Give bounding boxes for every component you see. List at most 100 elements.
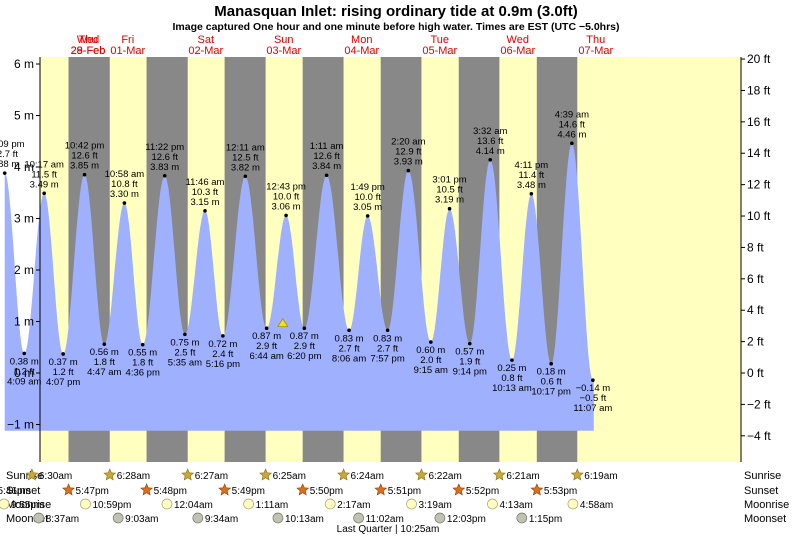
high-tide-ft: 10.0 ft <box>354 192 381 203</box>
day-headers: Wed28-FebThu29-FebFri01-MarSat02-MarSun0… <box>71 34 614 57</box>
right-tick-label: 12 ft <box>747 178 771 192</box>
low-tide-m: 0.56 m <box>90 347 119 358</box>
sunset-time: 5:52pm <box>466 486 499 497</box>
sunrise-icon <box>103 468 117 481</box>
high-tide-time: 11:22 pm <box>145 142 184 153</box>
high-tide-time: 12:43 pm <box>266 181 306 192</box>
high-tide-ft: 10.0 ft <box>273 191 300 202</box>
low-tide-ft: 1.9 ft <box>459 357 480 368</box>
high-tide-point <box>365 214 370 218</box>
moonset-time: 8:37am <box>46 514 79 525</box>
row-label-left-moonrise: Moonrise <box>6 499 51 511</box>
low-tide-time: 4:07 pm <box>46 377 80 388</box>
plot-frame <box>39 57 742 462</box>
low-tide-time: 10:13 am <box>492 383 532 394</box>
right-axis-feet: 20 ft 18 ft 16 ft 14 ft 12 ft 10 ft 8 ft 6 ft 4 … <box>741 52 771 443</box>
sunrise-icon <box>337 468 351 481</box>
high-tide-ft: 10.3 ft <box>192 187 219 198</box>
high-tide-m: 3.48 m <box>517 180 546 191</box>
high-tide-time: 4:39 am <box>555 109 589 120</box>
sunrise-time: 6:27am <box>195 471 228 482</box>
sunrise-icon <box>181 468 195 481</box>
low-tide-time: 9:15 am <box>414 365 448 376</box>
sunrise-time: 6:22am <box>428 471 461 482</box>
high-tide-m: 3.84 m <box>312 161 341 172</box>
high-tide-ft: 12.6 ft <box>71 151 98 162</box>
moonset-icon <box>192 512 204 524</box>
left-tick-label: 3 m <box>14 212 34 226</box>
sunset-time: 5:47pm <box>76 486 109 497</box>
low-tide-ft: 2.0 ft <box>420 355 441 366</box>
low-tide-time: 8:06 am <box>332 353 366 364</box>
sunrise-icon <box>492 468 506 481</box>
low-tide-m: 0.25 m <box>497 363 526 374</box>
day-name: Wed <box>77 34 99 46</box>
low-tide-m: 0.83 m <box>373 333 402 344</box>
moonset-time: 9:03am <box>125 514 158 525</box>
low-tide-point <box>140 342 145 347</box>
high-tide-m: 3.49 m <box>30 179 59 190</box>
high-tide-point <box>570 141 574 146</box>
low-tide-time: 9:14 pm <box>453 367 487 378</box>
high-tide-point <box>42 191 46 196</box>
high-tide-point <box>529 191 534 196</box>
row-label-right-sunset: Sunset <box>744 485 778 497</box>
high-tide-time: 1:11 am <box>310 141 344 152</box>
high-tide-time: 12:11 am <box>226 142 265 153</box>
high-tide-point <box>324 173 329 178</box>
high-tide-time: 2:20 am <box>391 137 425 148</box>
sunrise-time: 6:19am <box>584 471 617 482</box>
right-tick-label: 0 ft <box>747 366 764 380</box>
high-tide-time: 11:46 am <box>186 177 225 188</box>
low-tide-ft: 2.4 ft <box>212 349 233 360</box>
low-tide-point <box>591 378 595 383</box>
row-label-right-moonset: Moonset <box>744 513 786 525</box>
left-tick-label: 1 m <box>14 315 34 329</box>
moonrise-time: 4:13am <box>499 500 532 511</box>
low-tide-point <box>302 326 307 330</box>
low-tide-m: 0.37 m <box>49 357 78 368</box>
high-tide-ft: 10.5 ft <box>436 185 463 196</box>
right-tick-label: 20 ft <box>747 52 771 66</box>
right-tick-label: 4 ft <box>747 303 764 317</box>
high-tide-ft: 12.9 ft <box>395 147 422 158</box>
low-tide-point <box>61 352 65 356</box>
sun-moon-rows: Sunrise Sunrise Sunset Sunset Moonrise Moonri… <box>0 468 789 525</box>
row-label-right-sunrise: Sunrise <box>744 470 781 482</box>
left-tick-label: 6 m <box>14 57 34 71</box>
high-tide-m: 4.14 m <box>476 146 505 157</box>
sunset-time: 5:46pm <box>0 486 31 497</box>
high-tide-m: 3.85 m <box>70 161 99 172</box>
moonrise-time: 1:11am <box>256 500 289 511</box>
sunset-icon <box>140 483 154 496</box>
low-tide-m: 0.60 m <box>416 345 445 356</box>
sunrise-time: 6:21am <box>506 471 539 482</box>
day-name: Sun <box>274 34 294 46</box>
high-tide-time: 10:42 pm <box>65 141 105 152</box>
tide-area <box>4 143 594 431</box>
high-tide-time: 3:01 pm <box>432 175 466 186</box>
low-tide-m: 0.57 m <box>455 347 484 358</box>
sunset-time: 5:50pm <box>310 486 343 497</box>
sunrise-time: 6:24am <box>351 471 384 482</box>
moonrise-time: 3:19am <box>419 500 452 511</box>
low-tide-ft: 2.9 ft <box>256 341 277 352</box>
day-date: 01-Mar <box>110 45 145 57</box>
sunset-icon <box>62 483 76 496</box>
row-label-left-sunrise: Sunrise <box>6 470 43 482</box>
moonrise-time: 2:17am <box>337 500 370 511</box>
low-tide-ft: 1.2 ft <box>53 367 74 378</box>
low-tide-time: 5:16 pm <box>206 359 240 370</box>
right-tick-label: 8 ft <box>747 240 764 254</box>
high-tide-m: 3.05 m <box>353 202 382 213</box>
moonset-time: 10:13am <box>285 514 324 525</box>
high-tide-m: 3.93 m <box>394 157 423 168</box>
high-tide-point <box>243 174 248 179</box>
high-tide-ft: 10.8 ft <box>111 179 138 190</box>
low-tide-time: 4:47 am <box>87 367 121 378</box>
sunrise-icon <box>25 468 39 481</box>
low-tide-m: 0.87 m <box>252 331 281 342</box>
low-tide-point <box>510 358 514 362</box>
day-date: 04-Mar <box>344 45 379 57</box>
